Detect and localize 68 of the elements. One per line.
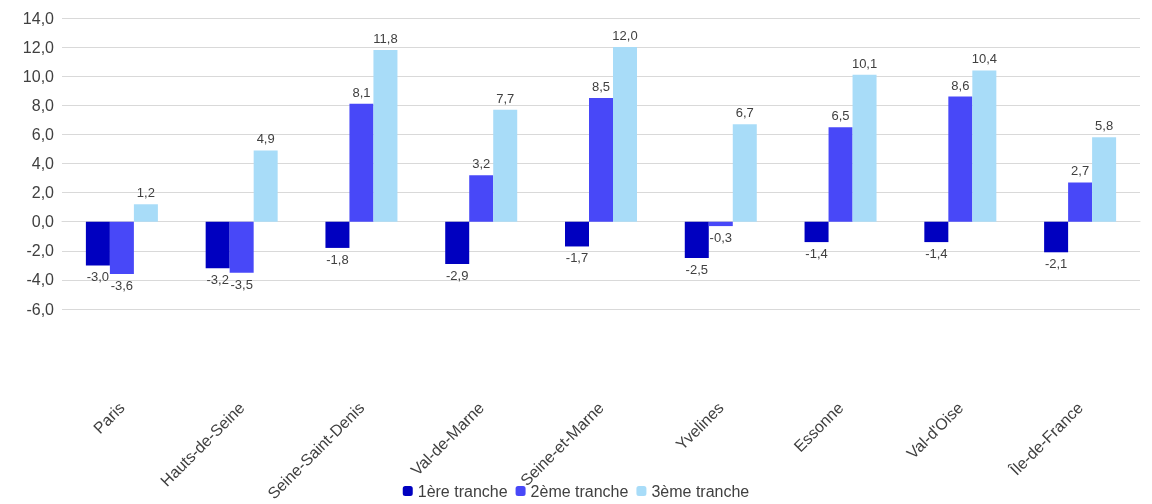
y-tick-label: 14,0: [22, 9, 55, 27]
bar: [948, 96, 973, 222]
data-label: -2,9: [446, 267, 469, 283]
data-label: -1,7: [565, 250, 589, 266]
bar: [708, 221, 733, 227]
y-tick-label: 4,0: [31, 155, 55, 173]
data-label: 1,2: [136, 185, 155, 201]
data-label: -3,5: [230, 276, 253, 292]
bar: [804, 221, 829, 243]
data-label: 8,6: [951, 77, 970, 93]
bar: [828, 127, 853, 222]
data-label: 4,9: [256, 131, 275, 147]
data-label: -1,4: [925, 246, 948, 262]
data-label: 10,4: [971, 51, 997, 67]
data-label: -3,2: [206, 272, 229, 288]
data-label: -0,3: [709, 230, 732, 246]
data-label: 2,7: [1071, 163, 1090, 179]
data-label: -1,8: [326, 251, 349, 267]
y-tick-label: -2,0: [26, 242, 55, 260]
bar: [205, 221, 230, 269]
data-label: 6,7: [735, 105, 754, 121]
y-tick-label: 10,0: [22, 67, 55, 85]
legend-label: 1ère tranche: [417, 482, 508, 500]
data-label: -3,6: [110, 278, 134, 294]
bar: [445, 221, 470, 264]
legend-label: 3ème tranche: [651, 482, 750, 500]
bar: [253, 150, 278, 222]
bar: [732, 124, 757, 222]
bar: [1068, 182, 1093, 222]
data-label: 11,8: [373, 31, 398, 47]
data-label: 6,5: [831, 108, 850, 124]
bar: [109, 221, 134, 275]
bar: [684, 221, 709, 259]
y-tick-label: 2,0: [31, 184, 55, 202]
data-label: 7,7: [496, 90, 515, 106]
bar: [85, 221, 110, 266]
data-label: -3,0: [86, 269, 110, 285]
data-label: 3,2: [472, 156, 491, 172]
bar: [1044, 221, 1069, 253]
y-tick-label: 12,0: [22, 38, 55, 56]
data-label: 8,5: [591, 79, 611, 95]
bar: [1092, 137, 1117, 222]
y-tick-label: -6,0: [26, 300, 55, 318]
bar: [924, 221, 949, 243]
data-label: 10,1: [851, 55, 878, 71]
data-label: 12,0: [612, 28, 638, 44]
data-label: 5,8: [1095, 118, 1114, 134]
data-label: -2,5: [685, 262, 708, 278]
bar: [852, 74, 877, 222]
bar: [349, 103, 374, 222]
y-tick-label: 8,0: [31, 96, 55, 114]
legend-label: 2ème tranche: [530, 482, 629, 500]
bar: [229, 221, 254, 273]
bar: [613, 47, 637, 222]
y-tick-label: -4,0: [26, 271, 55, 289]
bar: [493, 109, 518, 222]
bar: [565, 221, 589, 247]
data-label: 8,1: [352, 84, 371, 100]
bar: [133, 204, 158, 222]
bar: [589, 98, 613, 222]
bar: [373, 50, 398, 222]
bar: [469, 175, 494, 222]
y-tick-label: 6,0: [31, 125, 55, 143]
bar: [972, 70, 997, 222]
data-label: -2,1: [1044, 256, 1068, 272]
data-label: -1,4: [805, 246, 828, 262]
y-tick-label: 0,0: [31, 213, 55, 231]
bar: [325, 221, 350, 248]
